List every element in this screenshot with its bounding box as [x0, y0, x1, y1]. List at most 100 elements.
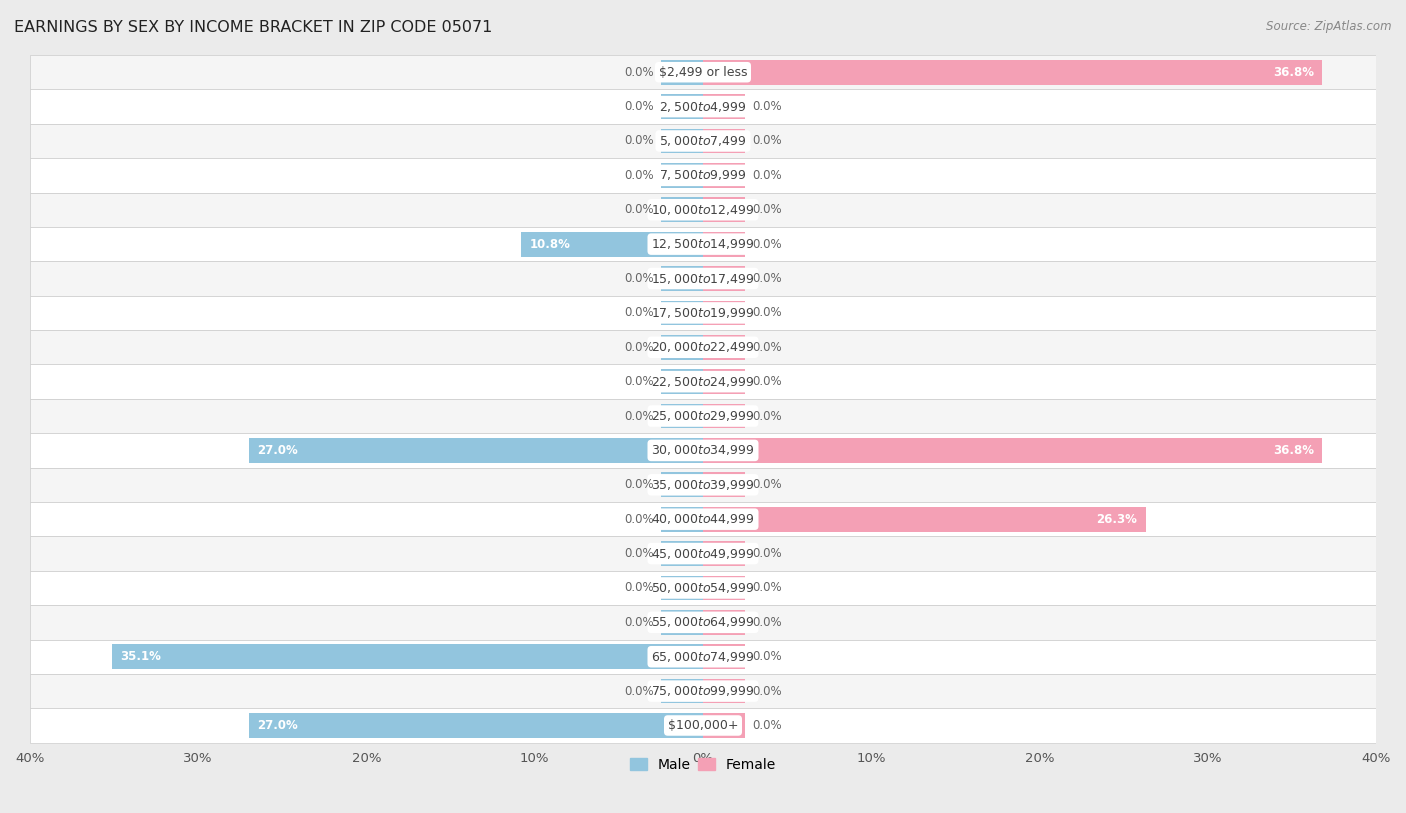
Text: 26.3%: 26.3%: [1097, 513, 1137, 526]
Bar: [30, 433, 1376, 467]
Bar: [661, 266, 703, 291]
Text: 0.0%: 0.0%: [624, 615, 654, 628]
Bar: [703, 404, 745, 428]
Text: 0.0%: 0.0%: [624, 547, 654, 560]
Bar: [30, 296, 1376, 330]
Text: 0.0%: 0.0%: [752, 237, 782, 250]
Text: 0.0%: 0.0%: [752, 615, 782, 628]
Text: 0.0%: 0.0%: [624, 134, 654, 147]
Bar: [661, 94, 703, 119]
Bar: [249, 438, 703, 463]
Text: 0.0%: 0.0%: [624, 272, 654, 285]
Bar: [703, 232, 745, 257]
Bar: [661, 60, 703, 85]
Bar: [703, 576, 745, 600]
Text: 0.0%: 0.0%: [624, 410, 654, 423]
Text: 10.8%: 10.8%: [530, 237, 571, 250]
Bar: [30, 605, 1376, 640]
Bar: [703, 198, 745, 222]
Text: 0.0%: 0.0%: [752, 341, 782, 354]
Text: $30,000 to $34,999: $30,000 to $34,999: [651, 443, 755, 458]
Text: $7,500 to $9,999: $7,500 to $9,999: [659, 168, 747, 182]
Bar: [30, 261, 1376, 296]
Bar: [30, 537, 1376, 571]
Bar: [703, 94, 745, 119]
Text: 0.0%: 0.0%: [752, 650, 782, 663]
Bar: [30, 708, 1376, 743]
Text: 27.0%: 27.0%: [257, 719, 298, 732]
Bar: [661, 198, 703, 222]
Text: 0.0%: 0.0%: [752, 410, 782, 423]
Text: $100,000+: $100,000+: [668, 719, 738, 732]
Text: 0.0%: 0.0%: [624, 513, 654, 526]
Bar: [661, 541, 703, 566]
Bar: [661, 335, 703, 359]
Bar: [661, 404, 703, 428]
Bar: [703, 679, 745, 703]
Text: 0.0%: 0.0%: [624, 307, 654, 320]
Bar: [661, 472, 703, 498]
Bar: [30, 399, 1376, 433]
Text: 0.0%: 0.0%: [752, 169, 782, 182]
Bar: [30, 571, 1376, 605]
Bar: [30, 55, 1376, 89]
Text: 0.0%: 0.0%: [624, 341, 654, 354]
Bar: [703, 472, 745, 498]
Text: $10,000 to $12,499: $10,000 to $12,499: [651, 202, 755, 217]
Bar: [703, 128, 745, 154]
Bar: [30, 330, 1376, 364]
Bar: [30, 364, 1376, 399]
Text: $17,500 to $19,999: $17,500 to $19,999: [651, 306, 755, 320]
Text: Source: ZipAtlas.com: Source: ZipAtlas.com: [1267, 20, 1392, 33]
Text: 0.0%: 0.0%: [624, 375, 654, 388]
Bar: [703, 163, 745, 188]
Bar: [703, 438, 1323, 463]
Text: $5,000 to $7,499: $5,000 to $7,499: [659, 134, 747, 148]
Text: 36.8%: 36.8%: [1272, 66, 1315, 79]
Text: 35.1%: 35.1%: [121, 650, 162, 663]
Text: 0.0%: 0.0%: [624, 203, 654, 216]
Text: $12,500 to $14,999: $12,500 to $14,999: [651, 237, 755, 251]
Text: $25,000 to $29,999: $25,000 to $29,999: [651, 409, 755, 423]
Text: EARNINGS BY SEX BY INCOME BRACKET IN ZIP CODE 05071: EARNINGS BY SEX BY INCOME BRACKET IN ZIP…: [14, 20, 492, 35]
Bar: [30, 193, 1376, 227]
Text: $65,000 to $74,999: $65,000 to $74,999: [651, 650, 755, 663]
Bar: [249, 713, 703, 738]
Text: $75,000 to $99,999: $75,000 to $99,999: [651, 684, 755, 698]
Text: $55,000 to $64,999: $55,000 to $64,999: [651, 615, 755, 629]
Bar: [703, 301, 745, 325]
Bar: [30, 159, 1376, 193]
Bar: [30, 467, 1376, 502]
Text: 27.0%: 27.0%: [257, 444, 298, 457]
Text: 36.8%: 36.8%: [1272, 444, 1315, 457]
Text: 0.0%: 0.0%: [624, 581, 654, 594]
Bar: [661, 128, 703, 154]
Text: $2,499 or less: $2,499 or less: [659, 66, 747, 79]
Text: $2,500 to $4,999: $2,500 to $4,999: [659, 100, 747, 114]
Bar: [30, 502, 1376, 537]
Text: 0.0%: 0.0%: [752, 134, 782, 147]
Text: 0.0%: 0.0%: [752, 375, 782, 388]
Bar: [112, 645, 703, 669]
Text: 0.0%: 0.0%: [752, 581, 782, 594]
Text: 0.0%: 0.0%: [624, 685, 654, 698]
Bar: [703, 713, 745, 738]
Bar: [30, 124, 1376, 159]
Bar: [661, 301, 703, 325]
Bar: [661, 506, 703, 532]
Bar: [661, 369, 703, 394]
Text: 0.0%: 0.0%: [752, 203, 782, 216]
Bar: [703, 335, 745, 359]
Legend: Male, Female: Male, Female: [624, 752, 782, 777]
Bar: [703, 610, 745, 635]
Bar: [522, 232, 703, 257]
Bar: [661, 679, 703, 703]
Text: 0.0%: 0.0%: [624, 169, 654, 182]
Text: 0.0%: 0.0%: [752, 100, 782, 113]
Bar: [30, 227, 1376, 261]
Text: $40,000 to $44,999: $40,000 to $44,999: [651, 512, 755, 526]
Bar: [30, 89, 1376, 124]
Bar: [703, 60, 1323, 85]
Bar: [703, 506, 1146, 532]
Text: 0.0%: 0.0%: [624, 66, 654, 79]
